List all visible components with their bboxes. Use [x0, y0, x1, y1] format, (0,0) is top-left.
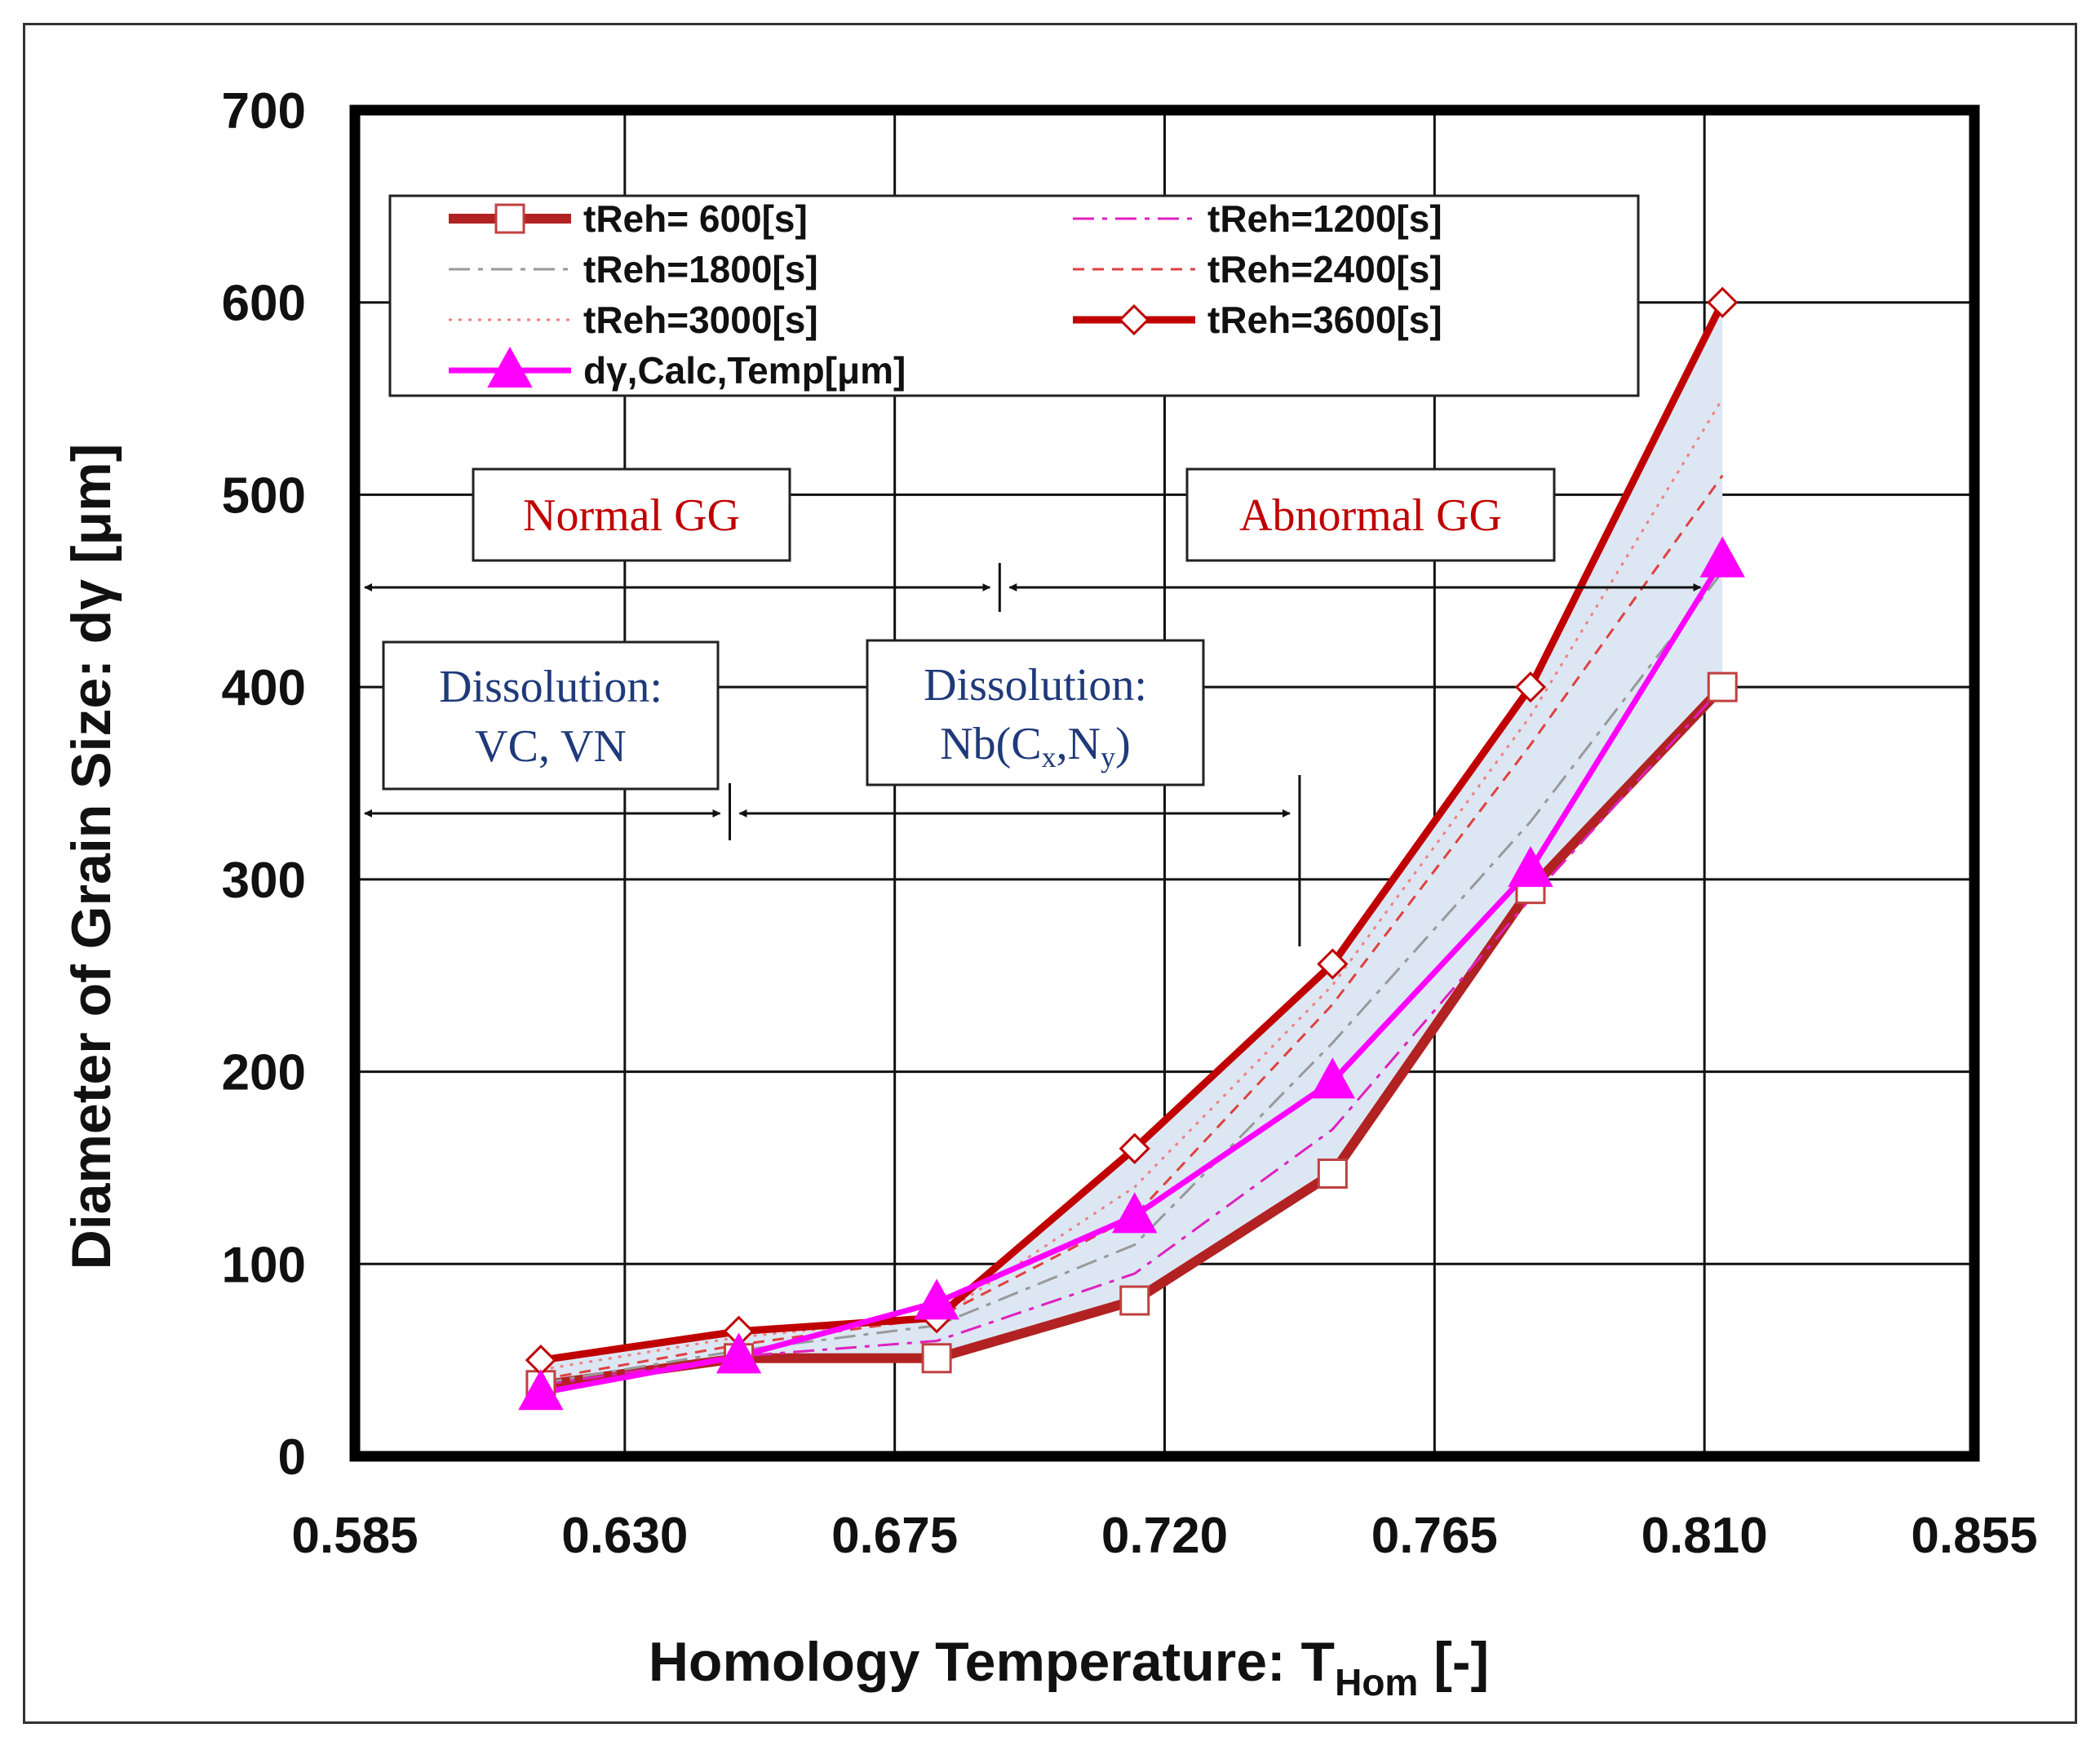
data-point — [921, 1343, 952, 1374]
dissolution-vc-line2: VC, VN — [475, 721, 627, 772]
y-tick-label: 500 — [222, 467, 306, 524]
x-tick-label: 0.585 — [291, 1508, 418, 1564]
legend-label: tReh=2400[s] — [1207, 248, 1442, 290]
legend-label: tReh=1800[s] — [583, 248, 818, 290]
legend: tReh= 600[s] tReh=1200[s] tReh=1800[s] tReh… — [388, 194, 1640, 397]
dissolution-vc-line1: Dissolution: — [439, 662, 662, 712]
series-line — [540, 397, 1724, 1371]
data-point — [1514, 671, 1547, 703]
x-tick-label: 0.765 — [1371, 1508, 1498, 1564]
x-tick-label: 0.675 — [831, 1508, 958, 1564]
y-tick-label: 100 — [222, 1237, 306, 1293]
data-point — [1699, 536, 1745, 578]
x-axis-title: Homology Temperature: THom [-] — [649, 1631, 1489, 1703]
legend-marker — [1118, 303, 1150, 336]
y-tick-label: 0 — [278, 1429, 306, 1486]
y-tick-label: 300 — [222, 853, 306, 909]
uncertainty-band — [540, 302, 1723, 1385]
data-point — [1707, 671, 1738, 702]
y-axis-title: Diameter of Grain Size: dγ [μm] — [60, 444, 122, 1270]
dissolution-vc-box: Dissolution: VC, VN — [382, 640, 720, 791]
legend-marker — [494, 203, 525, 234]
legend-marker — [487, 346, 533, 388]
abnormal-gg-box: Abnormal GG — [1185, 467, 1556, 562]
dissolution-nb-line2: Nb(Cx,Ny) — [940, 719, 1131, 773]
legend-label: tReh=3000[s] — [583, 299, 818, 341]
data-point — [1119, 1132, 1150, 1164]
series-markers — [518, 286, 1745, 1411]
data-point — [1317, 948, 1349, 980]
data-point — [716, 1332, 762, 1374]
x-tick-label: 0.720 — [1101, 1508, 1228, 1564]
legend-label: tReh=3600[s] — [1207, 299, 1442, 341]
data-point — [1309, 1057, 1356, 1099]
x-tick-label: 0.810 — [1641, 1508, 1768, 1564]
data-point — [1508, 846, 1553, 888]
data-point — [1112, 1192, 1158, 1234]
legend-label: dγ,Calc,Temp[μm] — [583, 349, 906, 392]
x-tick-label: 0.630 — [561, 1508, 688, 1564]
data-point — [518, 1369, 564, 1411]
legend-label: tReh=1200[s] — [1207, 197, 1442, 240]
y-tick-label: 400 — [222, 660, 306, 716]
normal-gg-label: Normal GG — [523, 490, 740, 541]
y-tick-label: 700 — [222, 83, 306, 140]
data-point — [1119, 1285, 1150, 1316]
abnormal-gg-label: Abnormal GG — [1239, 490, 1502, 541]
figure-frame — [23, 23, 2077, 1724]
y-tick-label: 600 — [222, 276, 306, 332]
data-point — [914, 1278, 959, 1320]
x-tick-label: 0.855 — [1911, 1508, 2037, 1564]
data-point — [1707, 286, 1739, 318]
dissolution-nb-line1: Dissolution: — [924, 660, 1147, 711]
y-tick-labels: 0 100 200 300 400 500 600 700 — [222, 83, 306, 1486]
dissolution-nb-box: Dissolution: Nb(Cx,Ny) — [866, 639, 1205, 786]
data-point — [1317, 1159, 1348, 1189]
plot-border — [349, 104, 1980, 1462]
range-arrows — [364, 563, 1702, 946]
y-tick-label: 200 — [222, 1045, 306, 1101]
normal-gg-box: Normal GG — [472, 467, 791, 562]
legend-label: tReh= 600[s] — [583, 197, 808, 240]
x-tick-labels: 0.585 0.630 0.675 0.720 0.765 0.810 0.855 — [291, 1508, 2037, 1564]
